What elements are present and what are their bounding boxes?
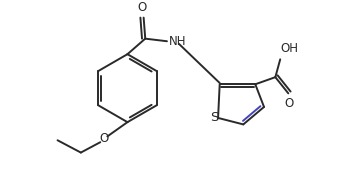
Text: O: O [284,97,294,110]
Text: OH: OH [280,43,298,56]
Text: S: S [210,111,218,124]
Text: NH: NH [169,35,186,48]
Text: O: O [100,133,109,145]
Text: O: O [137,1,147,14]
